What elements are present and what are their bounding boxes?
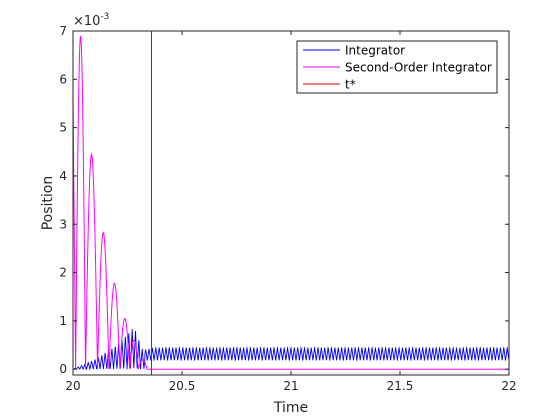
ticks-layer: 20 20.5 21 21.5 22 0 1 2 3 4 5 6 7: [59, 24, 516, 393]
x-tick-label: 22: [501, 379, 516, 393]
y-tick-label: 0: [59, 362, 67, 376]
legend-label-integrator: Integrator: [345, 44, 405, 58]
legend-label-tstar: t*: [345, 78, 356, 92]
x-axis-label: Time: [273, 400, 308, 416]
y-axis-label: Position: [40, 176, 56, 231]
y-tick-label: 5: [59, 121, 67, 135]
series-layer: [73, 31, 509, 375]
legend-label-second-order: Second-Order Integrator: [345, 61, 492, 75]
legend: Integrator Second-Order Integrator t*: [296, 40, 498, 94]
x-tick-label: 21.5: [387, 379, 414, 393]
x-tick-label: 20.5: [169, 379, 196, 393]
series-line-integrator: [73, 329, 509, 371]
y-tick-label: 2: [59, 266, 67, 280]
y-tick-label: 7: [59, 24, 67, 38]
y-tick-label: 4: [59, 169, 67, 183]
y-exponent-label: ×10-3: [73, 12, 109, 29]
x-tick-label: 21: [283, 379, 298, 393]
x-tick-label: 20: [65, 379, 80, 393]
y-tick-label: 6: [59, 72, 67, 86]
y-tick-label: 3: [59, 217, 67, 231]
y-tick-label: 1: [59, 314, 67, 328]
series-line-second-order-integrator: [73, 35, 509, 370]
